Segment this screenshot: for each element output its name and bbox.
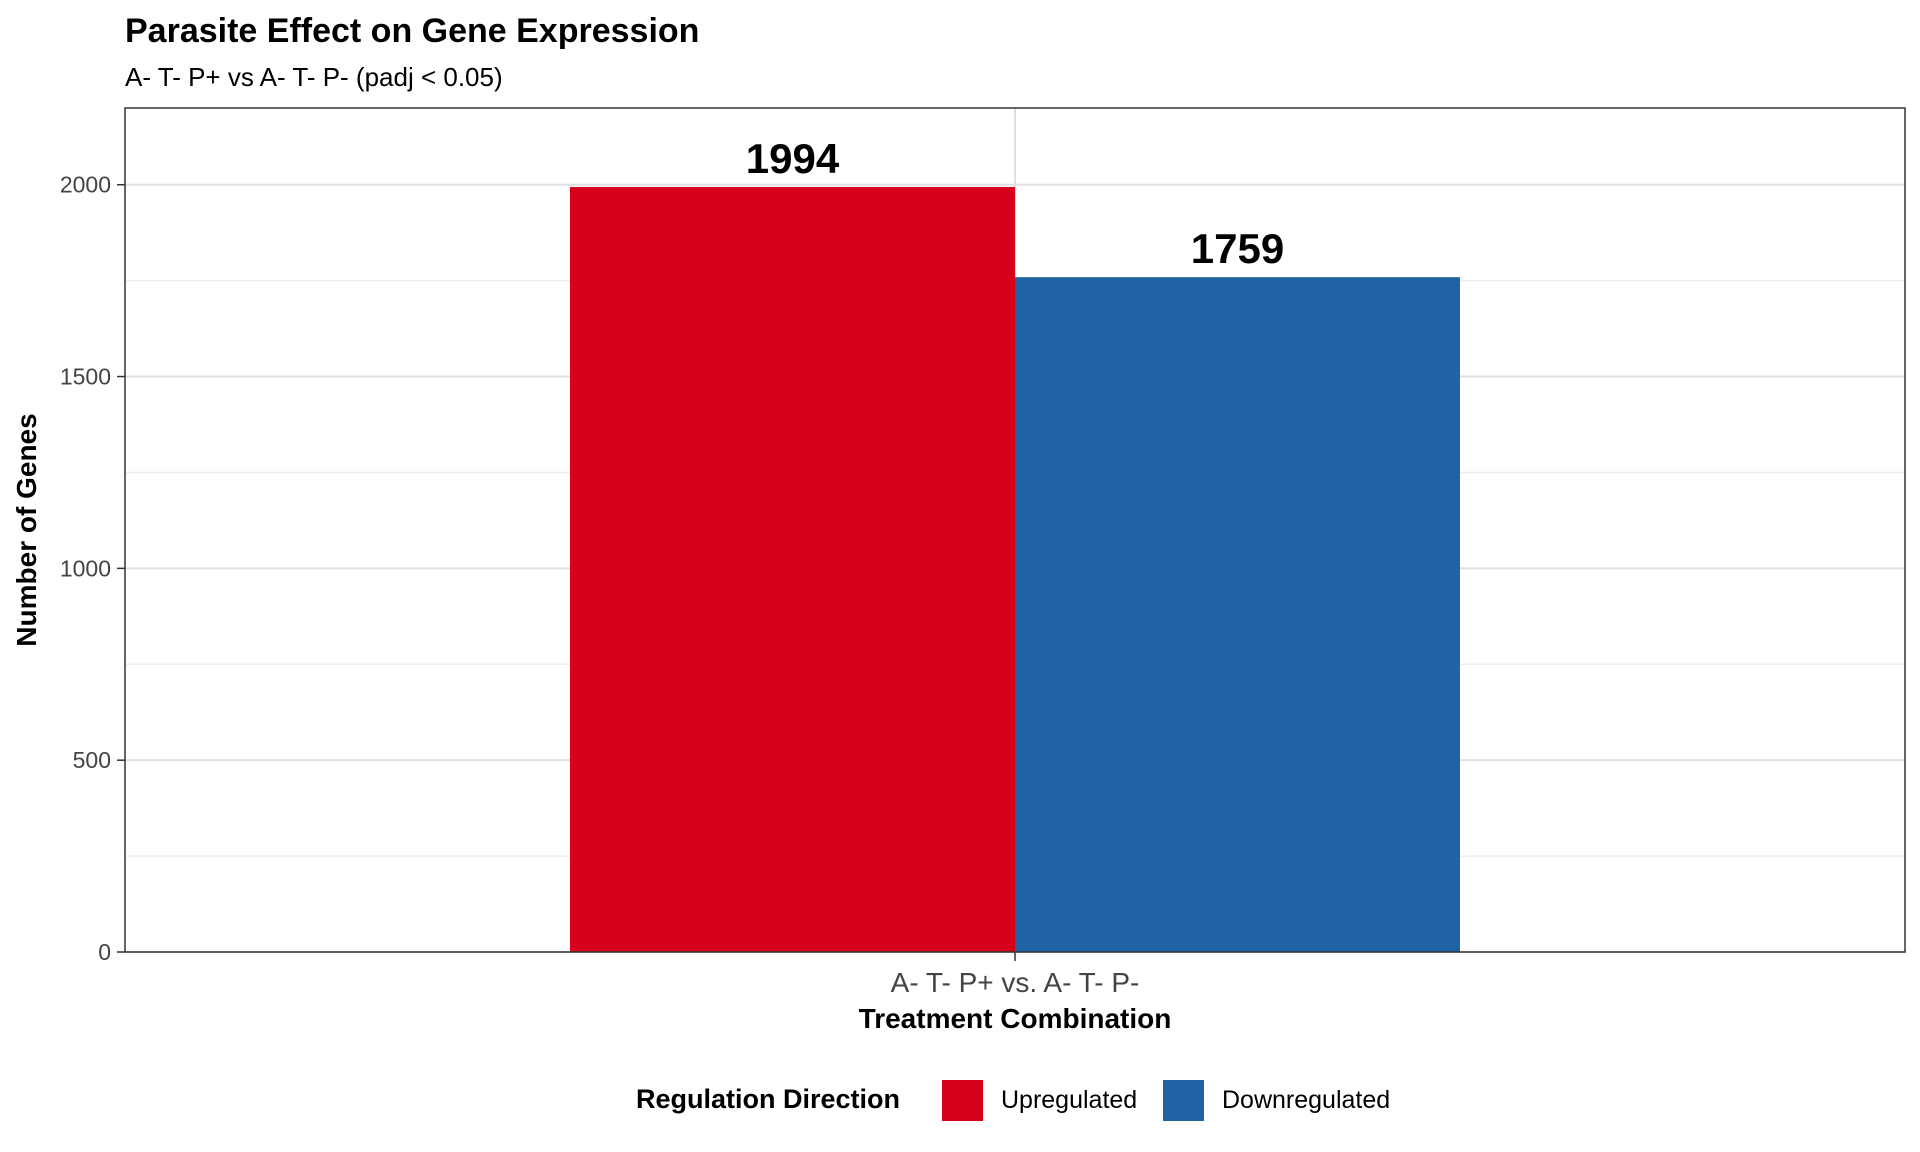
legend-key-downregulated [1163,1080,1204,1121]
legend-label-upregulated: Upregulated [1001,1086,1137,1114]
y-tick-label: 500 [73,747,111,773]
y-axis: 0 500 1000 1500 2000 [60,172,125,965]
y-tick-label: 1000 [60,555,111,581]
legend-key-upregulated [942,1080,983,1121]
bar-downregulated [1015,277,1460,953]
y-axis-title: Number of Genes [11,413,42,646]
x-axis: A- T- P+ vs. A- T- P- [891,952,1140,998]
data-label-downregulated: 1759 [1191,225,1284,272]
legend-label-downregulated: Downregulated [1222,1086,1390,1114]
chart-title: Parasite Effect on Gene Expression [125,12,699,50]
legend: Regulation Direction Upregulated Downregul… [636,1080,1390,1121]
y-tick-label: 2000 [60,172,111,198]
y-tick-label: 1500 [60,364,111,390]
data-labels: 1994 1759 [746,135,1284,272]
bar-upregulated [570,187,1015,952]
x-axis-title: Treatment Combination [859,1003,1172,1034]
x-tick-label: A- T- P+ vs. A- T- P- [891,967,1140,998]
legend-title: Regulation Direction [636,1084,900,1114]
bars [570,187,1460,953]
chart-subtitle: A- T- P+ vs A- T- P- (padj < 0.05) [125,62,503,92]
y-tick-label: 0 [98,939,111,965]
data-label-upregulated: 1994 [746,135,840,182]
